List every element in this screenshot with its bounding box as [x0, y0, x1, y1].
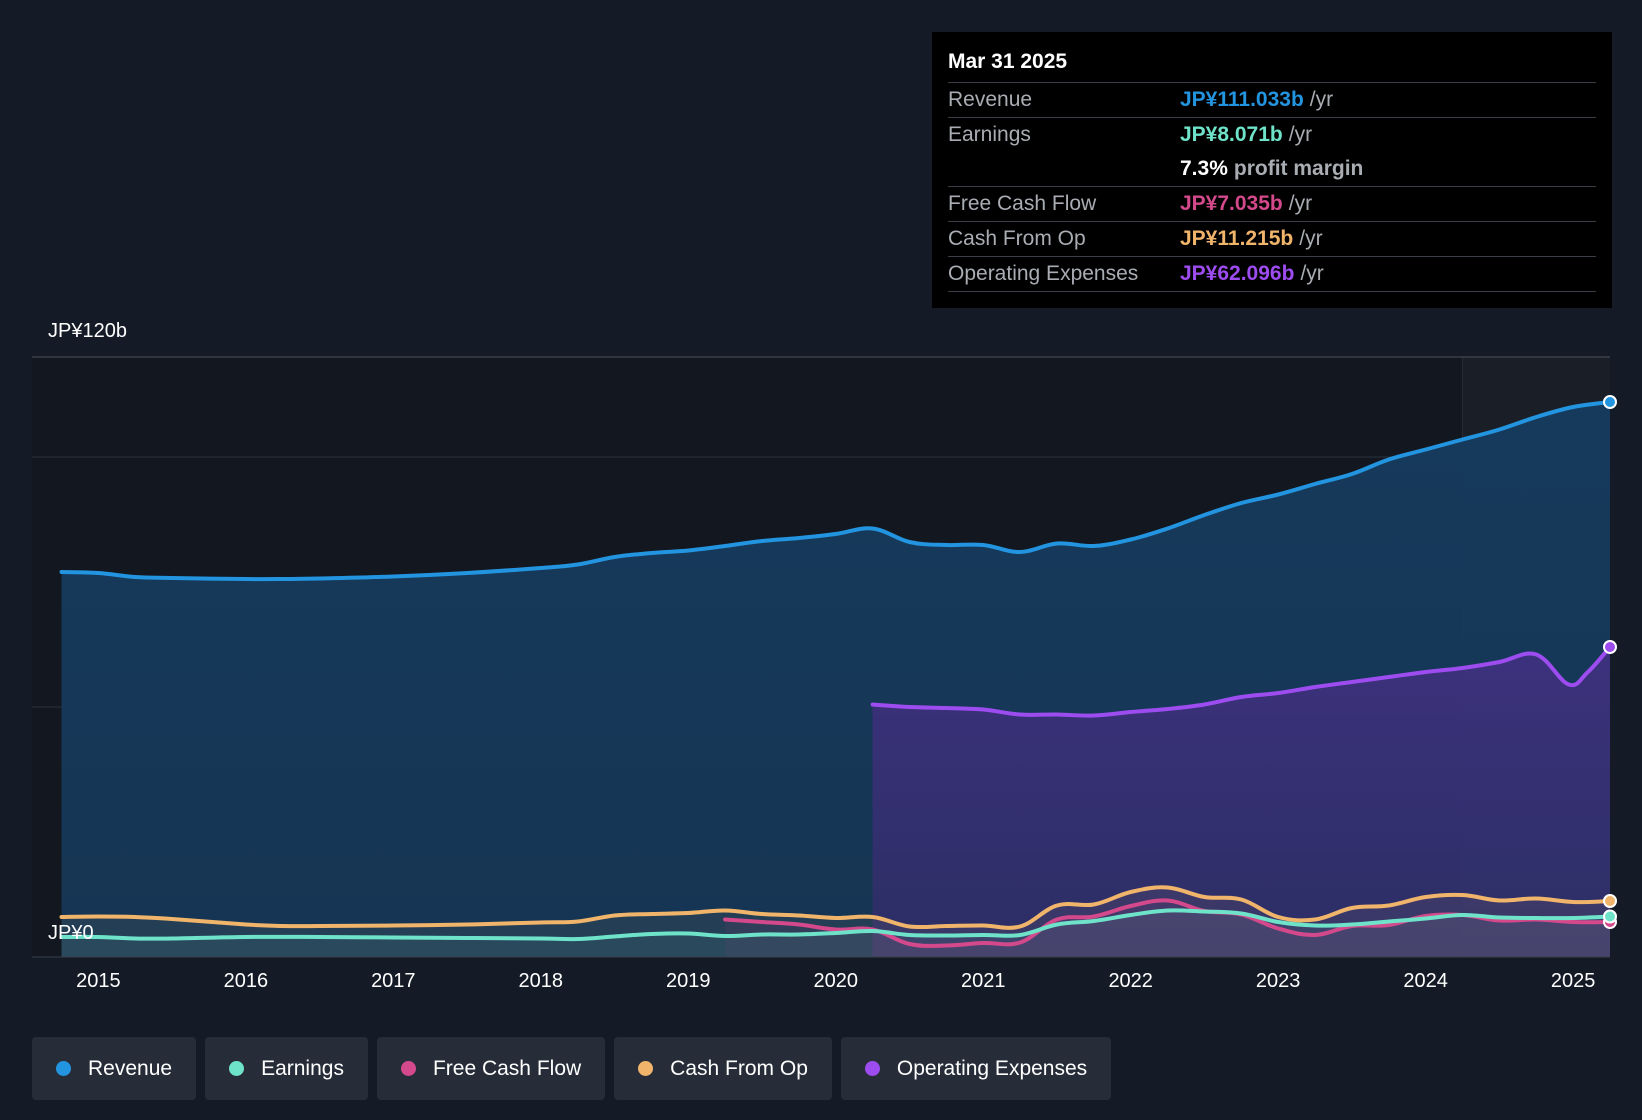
tooltip-unit: /yr [1309, 88, 1334, 111]
tooltip-unit: /yr [1288, 123, 1313, 146]
x-tick-label: 2024 [1403, 970, 1448, 992]
tooltip-date: Mar 31 2025 [948, 50, 1068, 73]
revenue-line [59, 400, 1612, 582]
x-tick-label: 2025 [1550, 970, 1596, 992]
tooltip-row-operating-expenses: Operating Expenses JP¥62.096b /yr [948, 256, 1596, 292]
x-tick-label: 2015 [76, 970, 121, 992]
tooltip-value: JP¥7.035b [1180, 192, 1283, 215]
y-axis-bottom-label: JP¥0 [48, 922, 94, 944]
series-areas [61, 402, 1610, 957]
tooltip-label: Free Cash Flow [948, 192, 1097, 215]
x-tick-label: 2019 [666, 970, 711, 992]
tooltip-label: Revenue [948, 88, 1033, 111]
legend-label: Operating Expenses [896, 1056, 1088, 1080]
legend-dot-icon [229, 1061, 245, 1076]
earnings-line [59, 908, 1612, 942]
legend-label: Free Cash Flow [432, 1056, 582, 1080]
legend-dot-icon [400, 1061, 416, 1076]
operating-expenses-end-point [1603, 640, 1617, 654]
x-tick-label: 2016 [223, 970, 269, 992]
tooltip-unit: profit margin [1233, 157, 1364, 180]
free-cash-flow-area [725, 900, 1610, 957]
tooltip-value: JP¥11.215b [1180, 227, 1294, 250]
legend-item-free-cash-flow[interactable]: Free Cash Flow [376, 1037, 606, 1100]
legend-label: Earnings [261, 1056, 344, 1080]
legend-item-cash-from-op[interactable]: Cash From Op [614, 1037, 832, 1100]
tooltip-label: Cash From Op [948, 227, 1086, 250]
tooltip-value: JP¥62.096b [1180, 262, 1295, 285]
operating-expenses-line [870, 645, 1612, 718]
legend-label: Revenue [88, 1056, 173, 1080]
tooltip-unit: /yr [1299, 227, 1323, 250]
series-lines [59, 400, 1612, 948]
x-tick-label: 2021 [960, 970, 1006, 992]
legend-item-earnings[interactable]: Earnings [205, 1037, 368, 1100]
legend-dot-icon [638, 1061, 654, 1076]
cash-from-op-line [59, 885, 1612, 930]
cash-from-op-end-point [1603, 894, 1617, 908]
y-axis-top-label: JP¥120b [48, 320, 127, 342]
legend-item-revenue[interactable]: Revenue [32, 1037, 197, 1100]
legend-dot-icon [864, 1061, 880, 1076]
x-tick-label: 2020 [813, 970, 858, 992]
tooltip-value: JP¥111.033b [1180, 88, 1304, 111]
revenue-end-point [1603, 395, 1617, 409]
tooltip-label: Earnings [948, 123, 1031, 146]
series-end-markers [1603, 395, 1617, 929]
tooltip-label: Operating Expenses [948, 262, 1139, 285]
x-tick-label: 2023 [1255, 970, 1301, 992]
legend-dot-icon [56, 1061, 71, 1076]
earnings-end-point [1603, 909, 1617, 924]
tooltip-row-free-cash-flow: Free Cash Flow JP¥7.035b /yr [948, 186, 1596, 221]
tooltip-value: JP¥8.071b [1180, 123, 1283, 146]
tooltip-panel: Mar 31 2025 Revenue JP¥111.033b /yr Earn… [932, 32, 1612, 308]
legend-item-operating-expenses[interactable]: Operating Expenses [840, 1037, 1112, 1100]
x-tick-label: 2017 [371, 970, 416, 992]
x-tick-label: 2022 [1108, 970, 1153, 992]
tooltip-row-earnings: Earnings JP¥8.071b /yr [948, 117, 1596, 152]
tooltip-row-cash-from-op: Cash From Op JP¥11.215b /yr [948, 221, 1596, 256]
legend-label: Cash From Op [670, 1056, 808, 1080]
tooltip-unit: /yr [1288, 192, 1313, 215]
legend: Revenue Earnings Free Cash Flow Cash Fro… [32, 1037, 1112, 1100]
operating-expenses-area [872, 647, 1610, 957]
tooltip-row-revenue: Revenue JP¥111.033b /yr [948, 82, 1596, 117]
x-tick-label: 2018 [518, 970, 564, 992]
tooltip-row-profit-margin: 7.3% profit margin [948, 152, 1596, 186]
tooltip-unit: /yr [1300, 262, 1324, 285]
tooltip-value: 7.3% [1180, 157, 1228, 180]
